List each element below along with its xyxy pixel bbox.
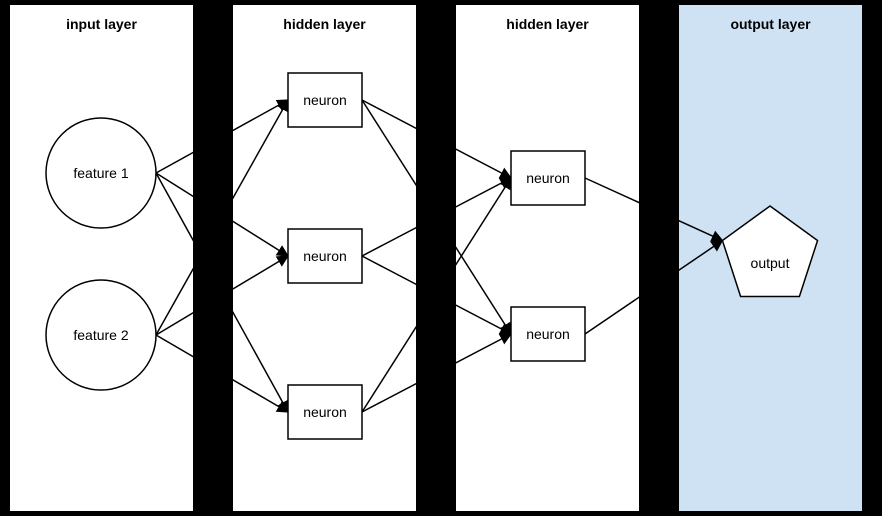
panel-title: hidden layer <box>283 16 366 32</box>
node-label: neuron <box>526 326 570 342</box>
node-label: neuron <box>303 404 347 420</box>
node-label: feature 2 <box>73 327 128 343</box>
panel-p-input <box>10 5 193 511</box>
panel-p-hidden2 <box>456 5 639 511</box>
node-label: feature 1 <box>73 165 128 181</box>
node-label: output <box>751 255 790 271</box>
node-label: neuron <box>526 170 570 186</box>
panel-title: output layer <box>730 16 811 32</box>
panel-title: hidden layer <box>506 16 589 32</box>
panel-title: input layer <box>66 16 137 32</box>
nn-diagram: input layer hidden layer hidden layer outpu… <box>0 0 882 516</box>
node-label: neuron <box>303 248 347 264</box>
node-label: neuron <box>303 92 347 108</box>
